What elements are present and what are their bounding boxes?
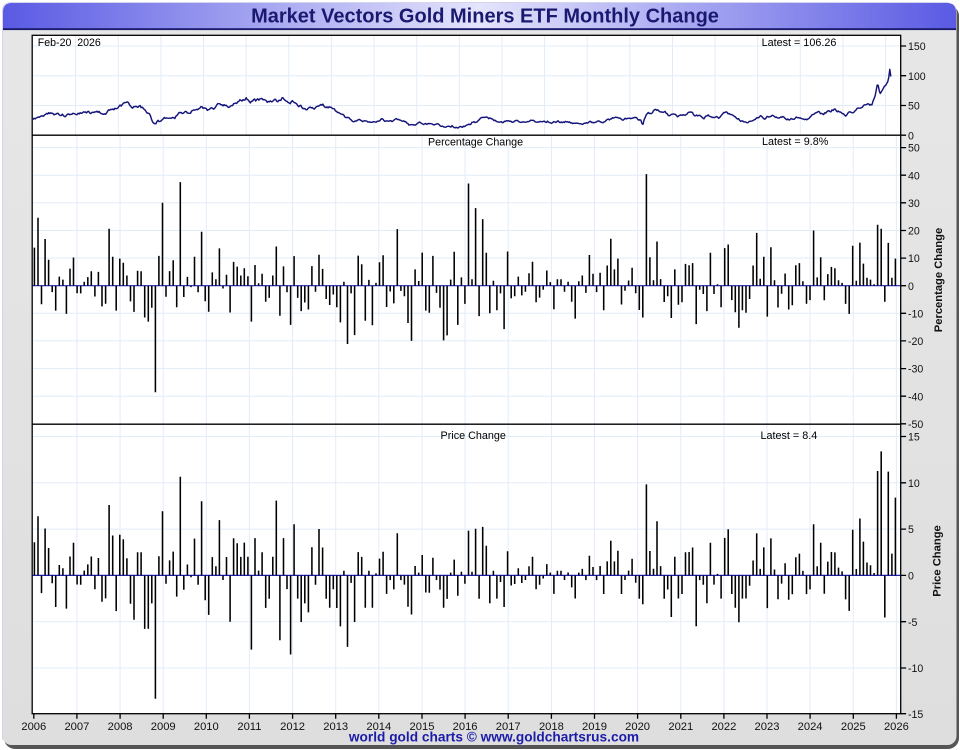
svg-text:-10: -10 [908, 663, 923, 675]
svg-text:-40: -40 [908, 391, 923, 403]
svg-text:20: 20 [908, 226, 920, 238]
svg-text:0: 0 [908, 571, 914, 583]
svg-text:Price Change: Price Change [441, 430, 506, 442]
svg-text:Percentage Change: Percentage Change [428, 136, 523, 148]
svg-text:50: 50 [908, 101, 920, 113]
svg-text:2008: 2008 [108, 721, 133, 733]
svg-text:-5: -5 [908, 617, 918, 629]
svg-text:Latest = 106.26: Latest = 106.26 [762, 37, 837, 49]
svg-text:100: 100 [908, 71, 926, 83]
svg-text:10: 10 [908, 478, 920, 490]
svg-text:-30: -30 [908, 364, 923, 376]
svg-text:0: 0 [908, 281, 914, 293]
svg-text:2026: 2026 [884, 721, 909, 733]
svg-text:Feb-20 2026: Feb-20 2026 [38, 37, 101, 49]
svg-text:30: 30 [908, 198, 920, 210]
svg-text:2021: 2021 [668, 721, 693, 733]
svg-text:2019: 2019 [582, 721, 607, 733]
svg-text:150: 150 [908, 41, 926, 53]
svg-text:2007: 2007 [64, 721, 89, 733]
svg-text:2006: 2006 [21, 721, 46, 733]
svg-text:40: 40 [908, 170, 920, 182]
svg-text:-50: -50 [908, 419, 923, 431]
svg-text:2009: 2009 [151, 721, 176, 733]
svg-text:2010: 2010 [194, 721, 219, 733]
svg-text:2017: 2017 [496, 721, 521, 733]
svg-text:2022: 2022 [711, 721, 736, 733]
svg-text:2013: 2013 [323, 721, 348, 733]
svg-text:2018: 2018 [539, 721, 564, 733]
svg-text:-15: -15 [908, 709, 923, 721]
svg-text:world gold charts © www.goldch: world gold charts © www.goldchartsrus.co… [348, 730, 639, 745]
svg-text:Market Vectors Gold Miners ETF: Market Vectors Gold Miners ETF Monthly C… [251, 5, 719, 27]
svg-text:2025: 2025 [841, 721, 866, 733]
svg-text:5: 5 [908, 524, 914, 536]
svg-text:2024: 2024 [798, 721, 823, 733]
svg-text:-20: -20 [908, 336, 923, 348]
svg-text:2011: 2011 [237, 721, 261, 733]
svg-text:Percentage Change: Percentage Change [933, 228, 945, 332]
svg-text:2014: 2014 [366, 721, 391, 733]
svg-text:-10: -10 [908, 308, 923, 320]
svg-text:2012: 2012 [280, 721, 305, 733]
svg-text:10: 10 [908, 253, 920, 265]
svg-text:2016: 2016 [453, 721, 478, 733]
svg-text:Latest = 8.4: Latest = 8.4 [761, 430, 818, 442]
svg-text:Latest = 9.8%: Latest = 9.8% [762, 136, 829, 148]
svg-text:2015: 2015 [410, 721, 435, 733]
svg-text:Price Change: Price Change [931, 525, 943, 597]
svg-text:15: 15 [908, 432, 920, 444]
svg-text:0: 0 [908, 130, 914, 142]
svg-text:2023: 2023 [755, 721, 780, 733]
svg-text:50: 50 [908, 143, 920, 155]
svg-text:2020: 2020 [625, 721, 650, 733]
